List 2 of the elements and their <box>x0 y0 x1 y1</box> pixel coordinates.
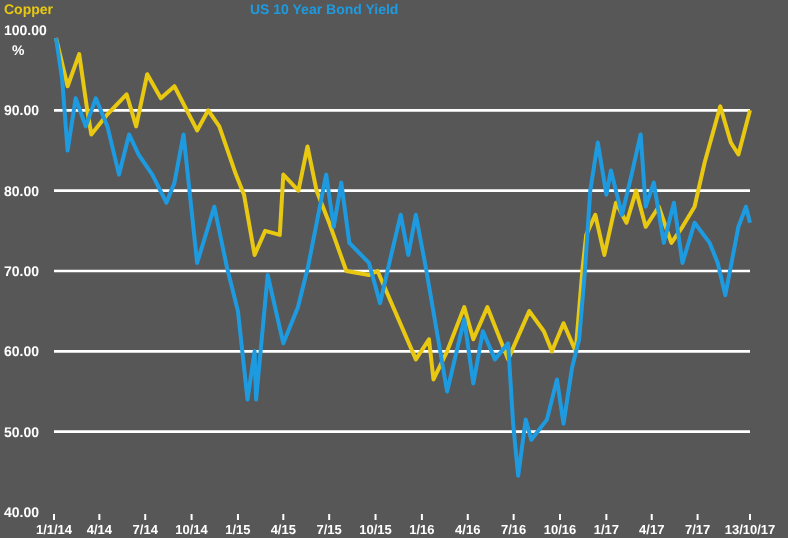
line-series <box>54 36 752 478</box>
line-series <box>54 36 752 382</box>
